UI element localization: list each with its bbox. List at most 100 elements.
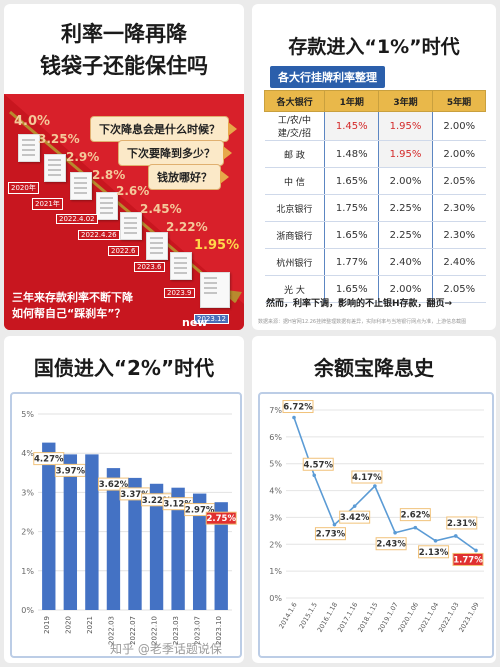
- data-label-box: [452, 552, 484, 566]
- rate-label: 2.8%: [92, 168, 126, 182]
- rate-label: 2.6%: [116, 184, 150, 198]
- table-header: 1年期: [324, 90, 380, 112]
- data-label: 2.31%: [447, 519, 477, 529]
- table-cell: 北京银行: [264, 194, 325, 222]
- date-label: 2023.9: [164, 288, 195, 298]
- table-cell: 2.00%: [378, 167, 433, 195]
- data-label: 2.75%: [206, 514, 236, 524]
- x-tick-label: 2020: [64, 616, 72, 634]
- bar: [128, 477, 142, 610]
- x-tick-label: 2022.07: [129, 616, 137, 645]
- x-tick-label: 2023.1.09: [457, 601, 480, 634]
- table-cell: 2.30%: [432, 221, 486, 249]
- y-tick-label: 4%: [269, 487, 282, 496]
- y-tick-label: 6%: [269, 433, 282, 442]
- data-label: 3.37%: [120, 490, 150, 500]
- data-label-box: [282, 400, 314, 414]
- table-cell: 浙商银行: [264, 221, 325, 249]
- date-label: 2021年: [32, 198, 63, 210]
- y-tick-label: 0%: [269, 594, 282, 603]
- bar: [85, 454, 99, 610]
- bar: [149, 483, 164, 610]
- data-label-box: [446, 516, 478, 530]
- x-tick-label: 2023.10: [215, 616, 223, 645]
- data-label: 1.77%: [453, 555, 483, 565]
- table-cell: 1.65%: [324, 167, 380, 195]
- bond-bar-chart: 0% 1% 2% 3% 4% 5% 4.27% 2019 3.97% 2020 2021 3.62% 2…: [21, 410, 237, 645]
- bar: [171, 487, 185, 610]
- bar: [214, 502, 228, 610]
- data-point: [453, 534, 458, 538]
- bottom-text-line2: 如何帮自己“踩刹车”？: [12, 307, 126, 320]
- data-point: [433, 538, 438, 543]
- table-row: 工/农/中 建/交/招 1.45% 1.95% 2.00%: [264, 111, 486, 141]
- y-tick-label: 1%: [269, 567, 282, 576]
- y-tick-label: 4%: [21, 449, 34, 458]
- data-label: 4.57%: [303, 460, 333, 470]
- data-label-box: [302, 457, 334, 471]
- table-cell: 杭州银行: [264, 248, 325, 276]
- table-row: 北京银行 1.75% 2.25% 2.30%: [264, 194, 486, 222]
- panel3-title: 国债进入“2%”时代: [33, 356, 215, 380]
- date-label: 2022.6: [108, 246, 139, 256]
- panel-treasury-bonds: 国债进入“2%”时代 0% 1% 2% 3% 4% 5% 4.27% 2019 3.97% 202…: [4, 336, 244, 663]
- y-tick-label: 2%: [21, 528, 34, 537]
- table-cell: 中 信: [264, 167, 325, 195]
- table-cell: 1.95%: [378, 111, 433, 141]
- date-label: 2022.4.02: [56, 214, 98, 224]
- table-cell: 1.65%: [324, 221, 380, 249]
- y-tick-label: 5%: [269, 460, 282, 469]
- x-tick-label: 2019: [43, 616, 51, 634]
- y-tick-label: 7%: [269, 406, 282, 415]
- data-point: [332, 522, 337, 527]
- data-label: 4.17%: [352, 473, 382, 483]
- table-cell: 2.00%: [378, 275, 433, 303]
- data-label: 6.72%: [283, 403, 313, 413]
- question-box: 下次降息会是什么时候？: [90, 116, 237, 142]
- date-label: 2023.12: [194, 314, 229, 324]
- y-tick-label: 3%: [21, 488, 34, 497]
- data-label: 3.62%: [99, 480, 129, 490]
- deposit-rate-table: 各大银行 1年期 3年期 5年期 工/农/中 建/交/招 1.45% 1.95% 2.…: [263, 90, 487, 303]
- table-row: 光 大 1.65% 2.00% 2.05%: [264, 275, 486, 303]
- rate-label: 1.95%: [194, 238, 240, 253]
- data-point: [413, 525, 418, 530]
- rate-label: 2.9%: [66, 150, 100, 164]
- y-tick-label: 0%: [21, 606, 34, 615]
- table-cell: 工/农/中 建/交/招: [264, 111, 325, 141]
- table-cell: 2.25%: [378, 221, 433, 249]
- table-cell: 2.05%: [432, 275, 486, 303]
- table-row: 邮 政 1.48% 1.95% 2.00%: [264, 140, 486, 168]
- document-icon: [44, 154, 66, 182]
- document-icon: [70, 172, 92, 200]
- panel4-title: 余额宝降息史: [314, 356, 434, 380]
- data-label-box: [418, 545, 450, 559]
- table-cell: 2.40%: [432, 248, 486, 276]
- date-label: 2023.6: [134, 262, 165, 272]
- panel-deposit-rates: 存款进入“1%”时代 各大行挂牌利率整理 各大银行 1年期 3年期 5年期 工/…: [252, 4, 496, 330]
- data-label: 3.22%: [142, 496, 172, 506]
- data-label-box: [339, 510, 371, 524]
- data-label-box: [351, 470, 383, 484]
- bar: [106, 468, 121, 610]
- table-cell: 1.48%: [324, 140, 380, 168]
- table-row: 浙商银行 1.65% 2.25% 2.30%: [264, 221, 486, 249]
- document-icon: [120, 212, 142, 240]
- table-cell: 1.95%: [378, 140, 433, 168]
- data-label: 2.13%: [419, 548, 449, 558]
- bar: [192, 493, 207, 610]
- table-cell: 1.77%: [324, 248, 380, 276]
- table-row: 中 信 1.65% 2.00% 2.05%: [264, 167, 486, 195]
- data-point: [312, 473, 317, 478]
- x-tick-label: 2022.03: [107, 616, 115, 645]
- yuebao-line-chart: 0% 1% 2% 3% 4% 5% 6% 7% 6.72% 2014.1.6 4.57% 2015.1…: [269, 400, 484, 634]
- rate-label: 3.25%: [38, 132, 80, 146]
- data-point: [373, 484, 377, 488]
- table-cell: 1.65%: [324, 275, 380, 303]
- new-label: new: [182, 316, 208, 329]
- data-source-note: 数据来源：据H官网12.26挂牌整理数据有差异，实际利率与当地银行网点为准，上游…: [258, 319, 467, 325]
- x-tick-label: 2023.03: [172, 616, 180, 645]
- panel-rate-cuts: 利率一降再降 钱袋子还能保住吗 4.0% 3.25% 2.9% 2.8% 2.6…: [4, 4, 244, 330]
- table-header: 5年期: [431, 90, 487, 112]
- document-icon: [200, 272, 230, 308]
